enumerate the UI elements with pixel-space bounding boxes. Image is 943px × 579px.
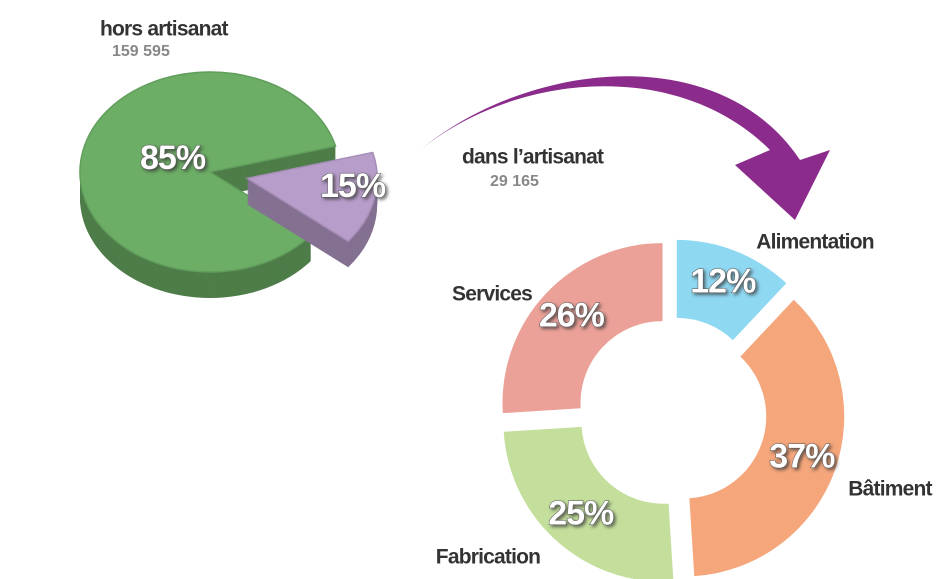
category-label: Bâtiment	[848, 478, 932, 501]
donut-segment	[502, 243, 663, 414]
value-label: 85%	[140, 139, 206, 177]
slice	[245, 151, 378, 243]
charts: hors artisanat 159 595 85% dans l’artisanat…	[79, 18, 933, 579]
value-label: 12%	[690, 263, 756, 301]
arrow	[420, 76, 830, 220]
category-label: Alimentation	[756, 231, 874, 254]
category-label: dans l’artisanat	[462, 146, 604, 169]
value-label: 15%	[320, 167, 386, 205]
donut-segment	[676, 239, 787, 341]
value-label: 26%	[539, 297, 605, 335]
value-label: 37%	[769, 438, 835, 476]
category-label: Fabrication	[436, 546, 540, 569]
donut-segment	[503, 426, 674, 579]
slice	[79, 71, 337, 273]
count-label: 29 165	[490, 173, 539, 190]
category-label: hors artisanat	[100, 18, 228, 41]
category-label: Services	[452, 283, 532, 306]
value-label: 25%	[548, 494, 614, 532]
count-label: 159 595	[112, 43, 170, 60]
donut-segment	[689, 299, 845, 577]
